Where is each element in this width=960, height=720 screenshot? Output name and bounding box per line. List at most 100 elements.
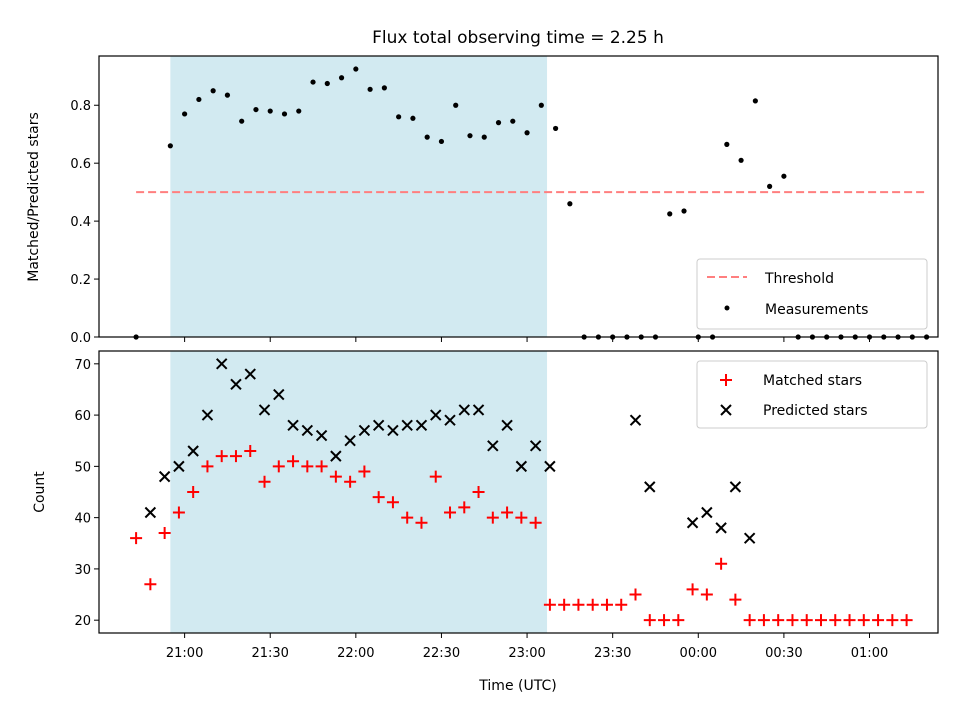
x-tick-label: 01:00	[851, 646, 888, 661]
matched-star-point	[515, 511, 528, 524]
ratio-y-axis-label: Matched/Predicted stars	[26, 112, 42, 282]
count-marks	[130, 358, 913, 627]
x-axis-label: Time (UTC)	[478, 678, 556, 694]
y-tick-label: 70	[74, 358, 91, 373]
measurement-point	[667, 211, 673, 217]
matched-star-point	[429, 470, 442, 483]
measurement-point	[281, 111, 288, 117]
predicted-star-point	[230, 378, 242, 391]
y-tick-label: 0.6	[70, 157, 91, 172]
measurement-point	[296, 108, 302, 114]
measurement-point	[338, 75, 345, 81]
predicted-star-point	[415, 419, 428, 432]
y-tick-label: 40	[74, 512, 91, 527]
measurement-point	[410, 115, 416, 121]
matched-star-point	[800, 614, 813, 627]
predicted-star-point	[487, 440, 499, 452]
matched-star-point	[215, 450, 228, 463]
measurement-point	[167, 143, 173, 149]
observing-window-shade	[170, 56, 548, 337]
predicted-star-point	[629, 414, 642, 426]
ratio-x-ticks	[184, 337, 871, 342]
predicted-star-point	[430, 409, 442, 421]
matched-star-point	[458, 501, 471, 514]
matched-star-point	[786, 614, 799, 627]
matched-star-point	[586, 598, 599, 611]
predicted-star-point	[715, 522, 727, 534]
matched-star-point	[358, 465, 371, 478]
predicted-star-point	[729, 481, 742, 493]
matched-star-point	[187, 486, 200, 498]
measurement-point	[453, 102, 459, 108]
ratio-legend: Threshold Measurements	[696, 258, 928, 330]
matched-star-point	[600, 598, 613, 611]
matched-star-point	[715, 557, 728, 570]
measurement-point	[767, 183, 773, 189]
predicted-star-point	[244, 368, 256, 380]
measurement-point	[438, 138, 445, 145]
measurement-point	[367, 86, 373, 92]
predicted-star-point	[401, 419, 413, 432]
measurement-point	[524, 130, 530, 136]
x-tick-label: 00:30	[765, 646, 802, 661]
measurement-point	[224, 92, 231, 98]
matched-star-point	[315, 460, 328, 473]
predicted-star-point	[287, 419, 299, 432]
x-tick-label: 23:00	[508, 646, 545, 661]
matched-star-point	[529, 516, 542, 529]
predicted-star-point	[515, 460, 528, 473]
matched-star-point	[886, 614, 899, 627]
measurement-point	[495, 120, 502, 126]
y-tick-label: 50	[74, 460, 91, 475]
y-tick-label: 30	[74, 563, 91, 578]
count-y-ticks: 20 30 40 50 60 70	[74, 358, 99, 629]
measurement-point	[681, 208, 687, 214]
x-tick-label: 21:30	[251, 646, 288, 661]
matched-star-point	[700, 588, 713, 601]
x-tick-label: 21:00	[166, 646, 203, 661]
predicted-star-point	[187, 445, 199, 457]
matched-star-point	[486, 511, 499, 524]
matched-star-point	[301, 460, 314, 473]
x-tick-label: 22:00	[337, 646, 374, 661]
measurement-point	[510, 118, 516, 124]
matched-star-point	[401, 511, 414, 524]
count-y-axis-label: Count	[32, 471, 48, 513]
matched-star-point	[329, 470, 342, 483]
legend-predicted-label: Predicted stars	[763, 403, 868, 419]
predicted-star-point	[173, 460, 185, 473]
predicted-star-point	[472, 404, 485, 416]
legend-matched-swatch	[720, 374, 732, 386]
predicted-star-point	[158, 470, 171, 483]
count-legend: Matched stars Predicted stars	[696, 360, 928, 429]
count-panel: 20 30 40 50 60 70 21:00 21:30 22:00 22:30 23:00 23…	[32, 350, 939, 694]
x-tick-label: 22:30	[423, 646, 460, 661]
legend-matched-label: Matched stars	[763, 373, 862, 389]
legend-measurements-swatch	[724, 305, 730, 311]
predicted-star-point	[644, 481, 656, 493]
matched-star-point	[558, 598, 571, 611]
y-tick-label: 0.0	[70, 331, 91, 346]
y-tick-label: 0.4	[70, 215, 91, 230]
count-x-ticks: 21:00 21:30 22:00 22:30 23:00 23:30 00:00 00:30…	[166, 633, 888, 661]
matched-star-point	[572, 598, 585, 611]
predicted-star-point	[701, 506, 713, 519]
measurement-point	[752, 98, 758, 104]
matched-star-point	[643, 614, 656, 627]
matched-star-point	[743, 614, 756, 627]
y-tick-label: 0.2	[70, 273, 91, 288]
matched-star-point	[258, 475, 271, 488]
predicted-star-point	[686, 517, 699, 529]
x-tick-label: 00:00	[680, 646, 717, 661]
x-tick-label: 23:30	[594, 646, 631, 661]
matched-star-point	[415, 516, 428, 529]
matched-star-point	[686, 583, 699, 596]
measurement-point	[182, 111, 188, 117]
matched-star-point	[158, 527, 171, 540]
measurement-point	[324, 80, 330, 87]
matched-star-point	[472, 486, 485, 498]
measurement-point	[424, 134, 430, 140]
predicted-star-point	[458, 404, 470, 416]
predicted-star-point	[216, 358, 228, 370]
